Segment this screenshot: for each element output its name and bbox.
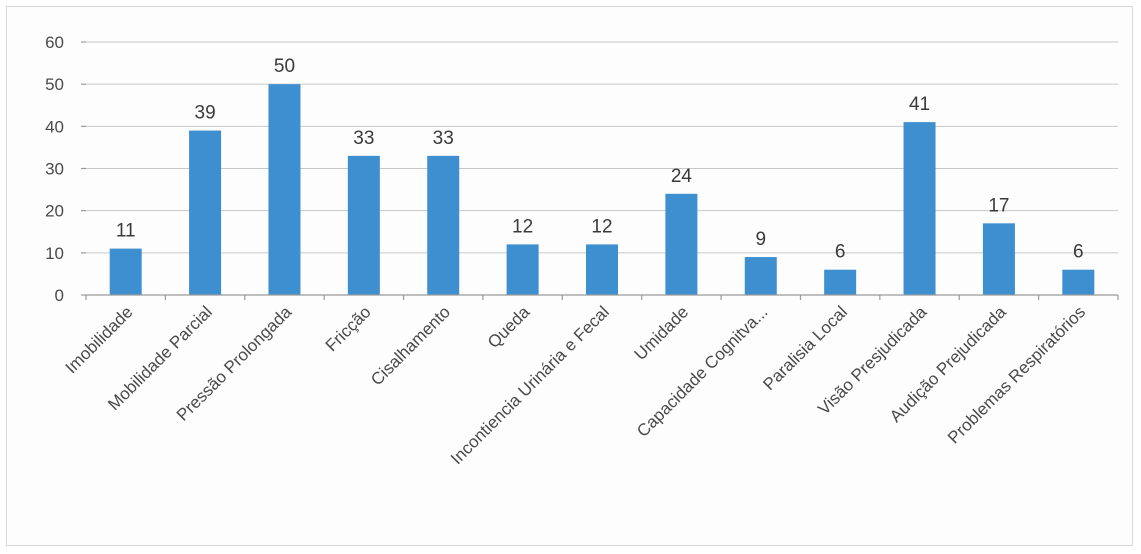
category-label: Capacidade Cognitva... — [633, 302, 771, 440]
y-tick-label: 40 — [45, 117, 64, 136]
gridlines — [81, 41, 1119, 300]
bar — [1062, 269, 1095, 295]
category-label: Fricção — [322, 302, 375, 355]
y-tick-label: 60 — [45, 33, 64, 52]
bar — [744, 257, 777, 295]
category-label: Cisalhamento — [367, 302, 454, 389]
data-label: 41 — [909, 94, 930, 115]
bar — [903, 122, 936, 295]
data-label: 33 — [433, 128, 454, 149]
data-label: 50 — [274, 56, 295, 77]
category-label: Incontiencia Urinária e Fecal — [447, 302, 613, 468]
data-label: 12 — [591, 216, 612, 237]
bar — [109, 248, 142, 295]
data-label: 39 — [195, 103, 216, 124]
y-tick-label: 0 — [55, 286, 64, 305]
category-label: Problemas Respiratórios — [944, 302, 1089, 447]
y-axis-ticks: 0 10 20 30 40 50 60 — [45, 33, 64, 305]
bar — [268, 84, 301, 296]
bar — [665, 193, 698, 295]
y-tick-label: 50 — [45, 75, 64, 94]
data-label: 9 — [755, 229, 766, 250]
bar — [347, 155, 380, 295]
bar — [824, 269, 857, 295]
data-label: 6 — [835, 242, 846, 263]
data-label: 24 — [671, 166, 693, 187]
bar — [427, 155, 460, 295]
y-tick-label: 30 — [45, 160, 64, 179]
data-label: 17 — [988, 195, 1009, 216]
data-labels: 11 39 50 33 33 12 12 24 9 6 41 17 6 — [116, 56, 1084, 263]
bar — [506, 244, 539, 295]
bars — [109, 84, 1095, 296]
y-tick-label: 10 — [45, 244, 64, 263]
y-tick-label: 20 — [45, 202, 64, 221]
bar — [982, 223, 1015, 295]
category-label: Imobilidade — [62, 302, 137, 377]
category-label: Paralisia Local — [759, 302, 851, 394]
data-label: 12 — [512, 216, 533, 237]
data-label: 6 — [1073, 242, 1084, 263]
category-label: Queda — [484, 302, 534, 352]
bar — [189, 130, 222, 295]
bar — [586, 244, 618, 295]
category-label: Umidade — [631, 302, 693, 364]
data-label: 33 — [353, 128, 374, 149]
data-label: 11 — [116, 221, 136, 242]
